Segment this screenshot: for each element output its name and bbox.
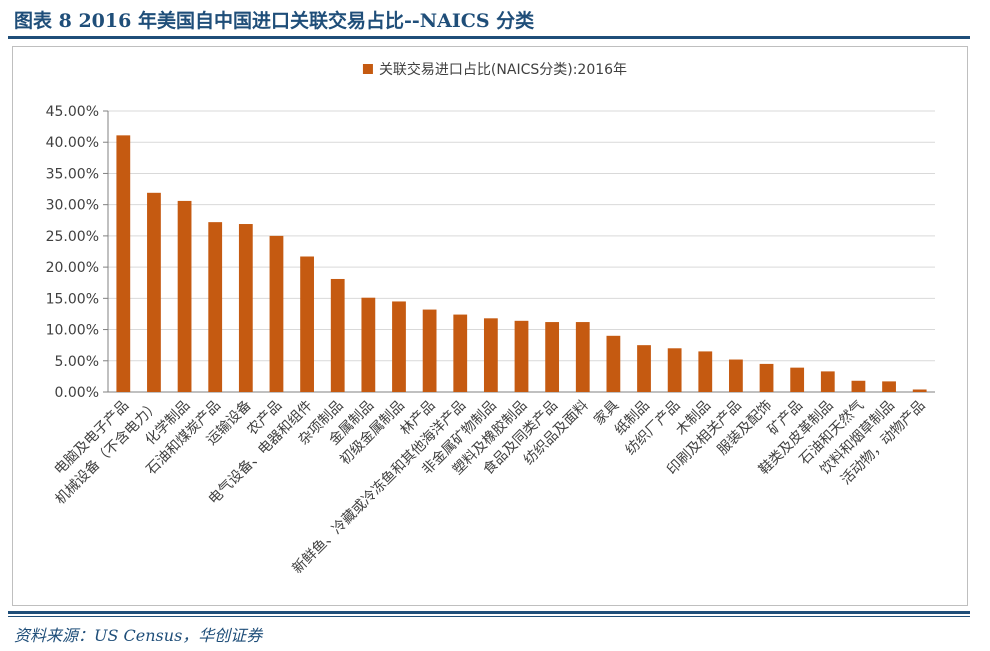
- bar: [759, 363, 774, 392]
- y-tick-label: 0.00%: [55, 385, 99, 401]
- bar: [912, 389, 927, 392]
- y-tick-label: 5.00%: [55, 354, 99, 370]
- bar: [361, 297, 376, 392]
- bar: [637, 345, 651, 392]
- bar: [545, 322, 560, 392]
- bar: [147, 192, 161, 392]
- bar: [208, 222, 223, 392]
- y-tick-label: 35.00%: [46, 166, 99, 182]
- bars: [116, 135, 927, 392]
- bar: [300, 256, 314, 392]
- bar: [729, 359, 743, 392]
- legend-label: 关联交易进口占比(NAICS分类):2016年: [379, 61, 627, 78]
- bar-chart: 0.00% 5.00% 10.00% 15.00% 20.00% 25.00% 30.00%…: [46, 61, 935, 577]
- bar: [422, 309, 437, 392]
- y-tick-label: 20.00%: [46, 260, 99, 276]
- bar: [483, 318, 498, 392]
- source-note: 资料来源：US Census，华创证券: [14, 626, 263, 645]
- footer-rule-thin: [8, 616, 970, 617]
- bar: [575, 322, 590, 392]
- bar: [514, 320, 529, 392]
- y-tick-label: 10.00%: [46, 323, 99, 339]
- bar: [453, 314, 468, 392]
- bar: [177, 200, 192, 392]
- bar: [698, 351, 713, 392]
- legend-swatch: [362, 64, 373, 74]
- title-rule: [8, 36, 970, 39]
- bar: [851, 380, 866, 392]
- bar: [116, 135, 131, 392]
- bar: [269, 235, 284, 392]
- bar: [667, 348, 682, 392]
- footer-rule: [8, 611, 970, 614]
- y-tick-label: 30.00%: [46, 198, 99, 214]
- x-axis-labels: 电脑及电子产品机械设备（不含电力）化学制品石油和煤炭产品运输设备农产品电气设备、…: [52, 397, 929, 577]
- bar: [606, 335, 621, 392]
- y-tick-label: 25.00%: [46, 229, 99, 245]
- chart-frame: [12, 46, 968, 606]
- legend: 关联交易进口占比(NAICS分类):2016年: [362, 61, 627, 78]
- page-title: 图表 8 2016 年美国自中国进口关联交易占比--NAICS 分类: [14, 10, 535, 32]
- bar: [238, 224, 253, 392]
- y-tick-label: 45.00%: [46, 104, 99, 120]
- bar: [820, 371, 835, 392]
- y-tick-label: 40.00%: [46, 135, 99, 151]
- y-tick-label: 15.00%: [46, 291, 99, 307]
- bar: [330, 278, 345, 392]
- bar: [790, 367, 805, 392]
- bar: [882, 381, 896, 392]
- bar: [392, 301, 406, 392]
